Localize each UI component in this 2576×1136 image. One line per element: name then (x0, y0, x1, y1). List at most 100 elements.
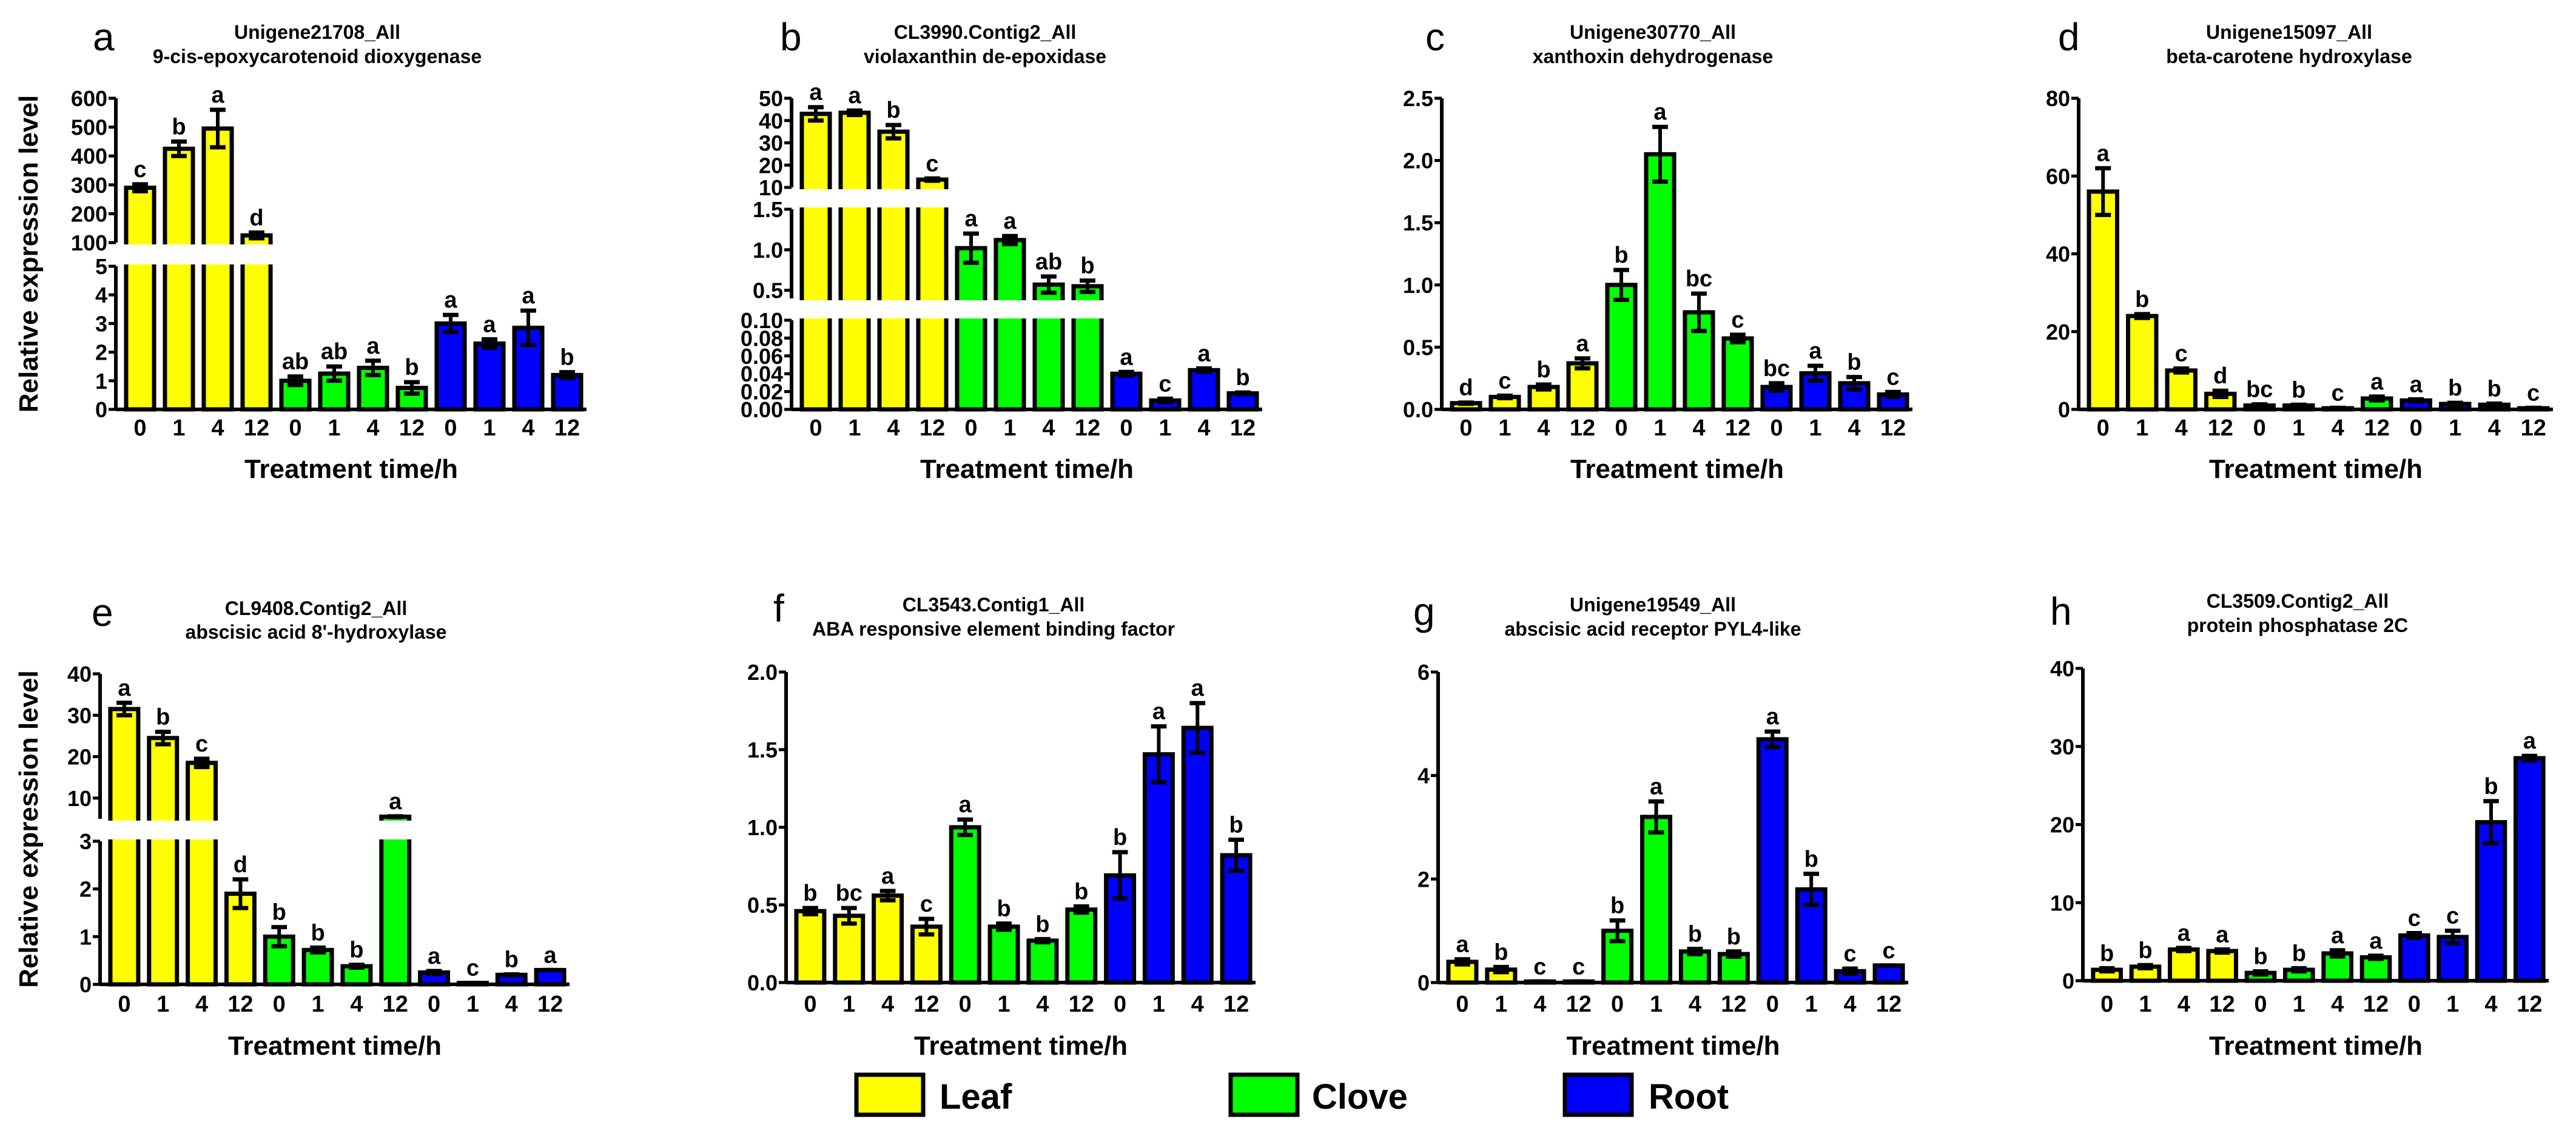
x-tick-label: 1 (848, 415, 861, 441)
significance-letter: a (2410, 372, 2423, 397)
significance-letter: c (2408, 906, 2421, 931)
significance-letter: a (2097, 141, 2110, 166)
significance-letter: a (211, 82, 224, 108)
significance-letter: c (195, 731, 208, 757)
significance-letter: c (1844, 941, 1857, 967)
chart-subtitle: violaxanthin de-epoxidase (864, 45, 1106, 67)
x-tick-label: 12 (2364, 415, 2390, 441)
x-tick-label: 4 (522, 415, 534, 441)
chart-title: Unigene30770_All (1570, 21, 1736, 43)
x-tick-label: 4 (1533, 992, 1546, 1017)
y-tick-label: 0 (95, 397, 107, 422)
x-tick-label: 1 (312, 992, 325, 1017)
y-tick-label: 1.5 (753, 197, 783, 222)
significance-letter: b (1229, 812, 1243, 838)
y-tick-label: 50 (759, 86, 783, 111)
y-tick-label: 4 (95, 283, 107, 308)
x-tick-label: 1 (172, 415, 185, 441)
bar (794, 909, 827, 985)
y-tick-label: 0.0 (747, 970, 778, 995)
significance-letter: a (964, 206, 978, 232)
significance-letter: b (2100, 941, 2114, 966)
x-tick-label: 1 (156, 992, 169, 1017)
y-tick-label: 1.0 (747, 815, 778, 840)
significance-letter: b (1035, 912, 1049, 937)
y-tick-label: 20 (2050, 813, 2074, 838)
x-tick-label: 0 (2408, 992, 2421, 1017)
significance-letter: c (133, 157, 146, 183)
significance-letter: b (2292, 377, 2305, 403)
x-tick-label: 12 (1069, 992, 1094, 1017)
significance-letter: c (920, 892, 933, 917)
significance-letter: a (2523, 728, 2537, 754)
x-tick-label: 0 (133, 415, 146, 441)
significance-letter: d (249, 205, 263, 230)
x-tick-label: 1 (2136, 415, 2148, 441)
bar (379, 815, 412, 987)
y-tick-label: 1 (95, 369, 107, 394)
x-axis-label: Treatment time/h (920, 454, 1134, 484)
bar (1188, 368, 1220, 412)
bar (534, 967, 567, 987)
significance-letter: b (156, 705, 170, 730)
x-axis-label: Treatment time/h (244, 454, 458, 484)
chart-subtitle: xanthoxin dehydrogenase (1533, 45, 1774, 67)
significance-letter: b (172, 114, 186, 139)
x-tick-label: 4 (1844, 992, 1857, 1017)
significance-letter: a (1003, 209, 1017, 234)
y-tick-label: 2.5 (1403, 86, 1433, 111)
significance-letter: bc (2246, 377, 2273, 403)
significance-letter: c (1159, 371, 1171, 397)
x-tick-label: 0 (2410, 415, 2423, 441)
bar (1181, 725, 1214, 985)
y-tick-label: 0.5 (753, 278, 783, 303)
y-tick-label: 40 (2050, 656, 2074, 681)
x-tick-label: 0 (1459, 415, 1472, 441)
significance-letter: a (544, 943, 557, 968)
significance-letter: a (444, 287, 457, 313)
legend-label: Root (1649, 1077, 1729, 1117)
significance-letter: b (2448, 375, 2462, 401)
bar (2126, 314, 2159, 412)
significance-letter: c (2175, 341, 2188, 367)
bar (2475, 820, 2507, 983)
x-tick-label: 12 (399, 415, 425, 441)
bar (473, 341, 506, 412)
significance-letter: c (1731, 308, 1744, 333)
x-tick-label: 4 (2177, 992, 2190, 1017)
chart-subtitle: abscisic acid receptor PYL4-like (1504, 618, 1801, 640)
x-tick-label: 12 (1725, 415, 1750, 441)
x-tick-label: 12 (1230, 415, 1256, 441)
x-tick-label: 1 (2139, 992, 2151, 1017)
y-tick-label: 2 (1417, 867, 1430, 892)
y-tick-label: 600 (71, 86, 107, 111)
y-tick-label: 0.06 (741, 344, 783, 369)
y-tick-label: 5 (95, 254, 107, 279)
significance-letter: d (2213, 363, 2227, 389)
x-axis-label: Treatment time/h (2209, 1031, 2423, 1061)
x-tick-label: 0 (1615, 415, 1627, 441)
significance-letter: c (466, 956, 479, 981)
significance-letter: b (1804, 847, 1818, 872)
y-tick-label: 1.0 (1403, 273, 1433, 298)
significance-letter: a (2331, 923, 2344, 949)
x-tick-label: 0 (2097, 415, 2110, 441)
significance-letter: b (1494, 939, 1508, 965)
bar (877, 129, 910, 412)
y-tick-label: 2.0 (747, 660, 778, 685)
x-tick-label: 4 (881, 992, 894, 1017)
x-tick-label: 4 (2332, 415, 2344, 441)
x-tick-label: 0 (959, 992, 972, 1017)
significance-letter: b (1847, 350, 1861, 375)
bar (2514, 756, 2546, 983)
significance-letter: a (118, 676, 131, 701)
x-tick-label: 4 (1537, 415, 1550, 441)
bar (1065, 907, 1098, 985)
significance-letter: a (1766, 704, 1780, 730)
y-tick-label: 60 (2046, 164, 2070, 189)
y-tick-label: 0.0 (1403, 397, 1433, 422)
panel-letter: a (93, 15, 115, 59)
x-tick-label: 4 (2331, 992, 2344, 1017)
